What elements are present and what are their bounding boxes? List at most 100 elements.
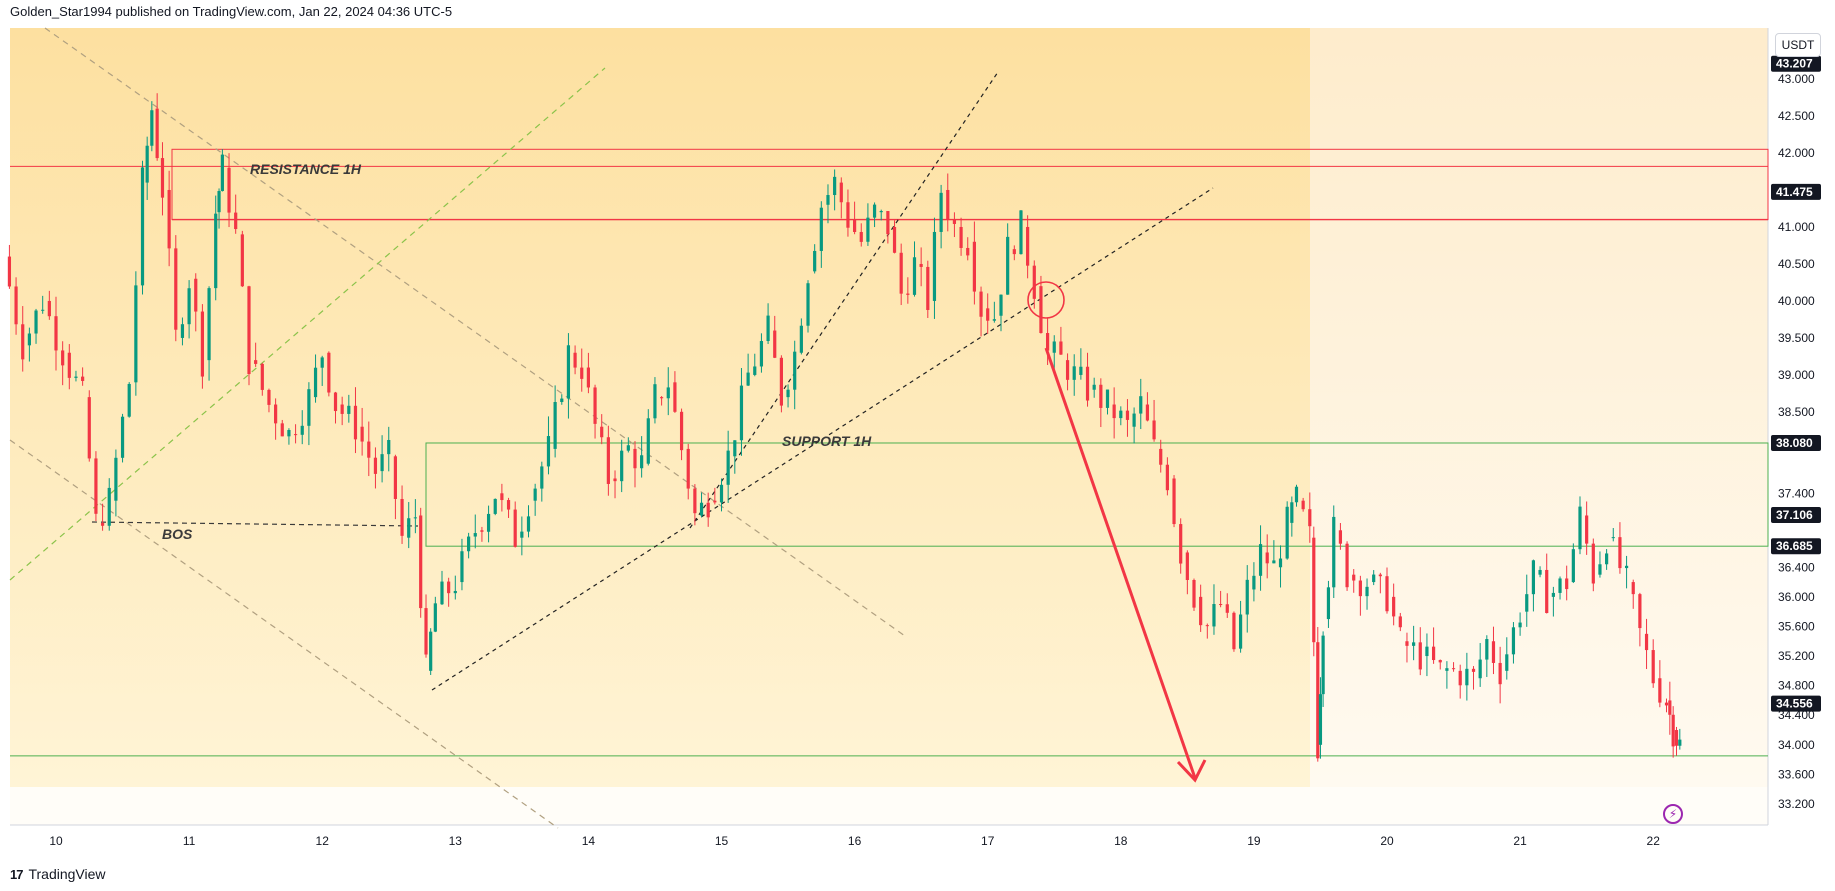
price-badge: 43.207: [1771, 55, 1821, 72]
price-tick-label: 34.000: [1778, 738, 1815, 752]
candle: [327, 351, 331, 397]
candle: [1152, 399, 1156, 442]
currency-button[interactable]: USDT: [1775, 33, 1821, 57]
candle: [1658, 660, 1662, 708]
candle: [267, 388, 271, 413]
candle: [360, 407, 364, 456]
candle: [447, 577, 451, 607]
chart-background: [10, 28, 1769, 826]
candle: [733, 440, 737, 474]
candle: [14, 277, 18, 335]
candle: [486, 505, 491, 543]
candle: [174, 235, 178, 342]
candle: [759, 333, 764, 373]
candle: [220, 149, 224, 192]
price-tick-label: 34.400: [1778, 708, 1815, 722]
candle: [167, 170, 171, 267]
candle: [313, 354, 318, 403]
candle: [1052, 335, 1056, 372]
candle: [1294, 484, 1299, 507]
candle: [1072, 354, 1076, 396]
candle: [686, 443, 690, 500]
candle: [1312, 526, 1316, 657]
candle: [839, 177, 843, 219]
candle: [480, 526, 484, 542]
candle: [1571, 543, 1575, 584]
diag-asc-green: [9, 67, 606, 581]
lightning-icon[interactable]: ⚡: [1663, 804, 1683, 824]
price-tick-label: 35.600: [1778, 619, 1815, 633]
candle: [393, 454, 398, 520]
price-tick-label: 36.000: [1778, 590, 1815, 604]
candle: [679, 408, 684, 461]
candle: [200, 304, 205, 389]
candle: [846, 189, 850, 237]
time-tick-label: 17: [981, 834, 995, 848]
candle: [100, 503, 105, 531]
candle: [1079, 348, 1083, 380]
tradingview-brand[interactable]: 17 TradingView: [10, 864, 106, 884]
candle: [217, 188, 221, 229]
candle: [932, 217, 937, 319]
candle: [67, 344, 71, 390]
candle: [347, 394, 351, 423]
price-tick-label: 42.000: [1778, 146, 1815, 160]
candle: [580, 348, 584, 392]
price-axis[interactable]: 43.000 42.500 42.000 41.000 40.500 40.000 39.5…: [1771, 55, 1821, 811]
candle: [400, 485, 404, 544]
candle: [1551, 586, 1555, 617]
candle: [1538, 566, 1542, 578]
time-tick-label: 19: [1247, 834, 1261, 848]
candle: [1585, 501, 1589, 555]
candle: [866, 203, 870, 246]
candle: [1664, 698, 1669, 713]
candle: [1019, 210, 1023, 255]
candle: [1565, 565, 1569, 601]
time-axis[interactable]: 10 11 12 13 14 15 16 17 18 19 20 21 22: [49, 834, 1660, 848]
candle: [693, 484, 697, 526]
candle: [1668, 681, 1672, 735]
candle: [7, 244, 12, 289]
candle: [214, 195, 218, 301]
projection-arrow-head: [1176, 759, 1207, 783]
candle: [180, 317, 185, 346]
candle: [906, 277, 910, 304]
candle: [1591, 538, 1595, 592]
candle: [274, 398, 278, 440]
svg-text:34.556: 34.556: [1776, 697, 1813, 711]
candle: [826, 184, 830, 224]
candle: [872, 202, 877, 228]
candle: [1085, 352, 1090, 407]
candle: [952, 212, 957, 238]
price-tick-label: 33.200: [1778, 797, 1815, 811]
candle: [94, 451, 98, 522]
candle: [429, 628, 433, 675]
candle: [640, 436, 644, 478]
candle: [473, 514, 477, 549]
price-tick-label: 42.500: [1778, 109, 1815, 123]
candle: [646, 409, 650, 466]
candle: [540, 461, 544, 502]
candle: [1332, 505, 1336, 599]
breakout-circle: [1027, 281, 1065, 319]
candle: [460, 538, 464, 591]
candle: [1438, 659, 1442, 670]
candle: [413, 499, 417, 534]
candle: [520, 516, 524, 556]
candle: [1531, 559, 1536, 612]
candle: [959, 217, 963, 256]
candle: [786, 384, 790, 408]
candle: [1618, 522, 1622, 574]
candle: [247, 285, 251, 386]
brand-name: TradingView: [28, 866, 106, 882]
candle: [1199, 584, 1203, 632]
support-zone: [425, 442, 1769, 547]
svg-text:36.685: 36.685: [1776, 539, 1813, 553]
candle: [1318, 677, 1323, 759]
price-tick-label: 34.800: [1778, 679, 1815, 693]
candle: [74, 370, 78, 382]
candle: [739, 368, 744, 456]
candle: [1045, 318, 1050, 365]
candle: [1674, 726, 1679, 756]
